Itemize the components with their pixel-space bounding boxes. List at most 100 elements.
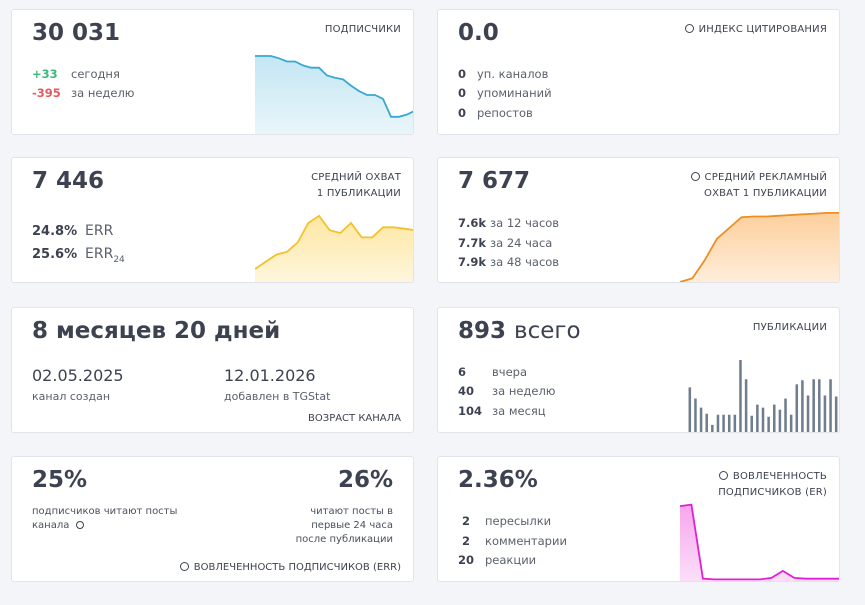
title: 1 ПУБЛИКАЦИИ <box>316 188 401 199</box>
card: 2.36% ВОВЛЕЧЕННОСТЬ ПОДПИСЧИКОВ (ER) 2 пе… <box>437 456 840 582</box>
bar <box>795 384 799 432</box>
value: 7 446 <box>32 168 105 194</box>
stat-num: +33 <box>32 67 58 81</box>
sparkline <box>680 212 839 282</box>
sparkline-area <box>255 215 413 282</box>
bar <box>722 414 725 432</box>
bar <box>739 360 742 432</box>
stat-text: за месяц <box>492 404 546 418</box>
title: СРЕДНИЙ РЕКЛАМНЫЙ <box>704 172 827 183</box>
card-title: ПУБЛИКАЦИИ <box>753 320 827 336</box>
bar <box>733 414 737 432</box>
left-text: подписчиков читают посты канала <box>32 506 178 531</box>
err-label: ERR <box>85 246 114 262</box>
value: 7 677 <box>458 168 531 194</box>
err-sub: 24 <box>113 254 125 265</box>
icon <box>718 471 728 480</box>
stat-text: за 24 часа <box>490 236 553 250</box>
card-title: СРЕДНИЙ РЕКЛАМНЫЙ ОХВАТ 1 ПУБЛИКАЦИИ <box>690 170 827 202</box>
value: 25% <box>32 467 88 493</box>
icon <box>75 521 84 529</box>
sparkline-area <box>255 56 413 134</box>
title: ВОВЛЕЧЕННОСТЬ <box>732 471 827 482</box>
value: 0.0 <box>458 20 499 46</box>
bar <box>750 415 754 432</box>
stat-num: 7.6k <box>458 216 487 230</box>
stat-text: вчера <box>492 365 527 379</box>
stat-text: за 12 часов <box>490 216 560 230</box>
bar <box>823 395 827 432</box>
bar <box>789 414 793 432</box>
card-title: ПОДПИСЧИКИ <box>325 22 401 38</box>
bar <box>688 387 692 432</box>
stat-num: 0 <box>458 106 467 120</box>
sparkline <box>255 55 413 134</box>
date-label: канал создан <box>32 390 111 403</box>
bar <box>716 414 720 432</box>
stat-num: -395 <box>32 86 61 100</box>
sparkline-line <box>255 55 413 118</box>
card: 0.0 ИНДЕКС ЦИТИРОВАНИЯ 0 уп. каналов 0 у… <box>437 9 840 135</box>
bar <box>801 380 804 432</box>
card-title: ИНДЕКС ЦИТИРОВАНИЯ <box>684 22 827 38</box>
card-title: ВОВЛЕЧЕННОСТЬ ПОДПИСЧИКОВ (ER) <box>718 469 827 501</box>
value-num: 893 <box>458 318 507 344</box>
err-num: 25.6% <box>32 247 78 262</box>
stat-num: 0 <box>458 86 467 100</box>
footer-text: ВОВЛЕЧЕННОСТЬ ПОДПИСЧИКОВ (ERR) <box>193 562 401 573</box>
sparkline-area <box>680 212 839 282</box>
stat-text: сегодня <box>71 67 120 81</box>
sparkline-line <box>680 212 839 282</box>
bar <box>761 407 765 432</box>
sparkline-line <box>255 214 413 270</box>
right-text: читают посты в первые 24 часа после публ… <box>295 506 393 545</box>
stat-num: 2 <box>462 534 471 548</box>
bar <box>778 409 782 432</box>
value: 2.36% <box>458 467 538 493</box>
sparkline-line <box>680 503 839 581</box>
text: подписчиков читают посты канала <box>32 505 182 533</box>
stat-text: за неделю <box>71 86 135 100</box>
sparkline <box>680 503 839 581</box>
title: ОХВАТ 1 ПУБЛИКАЦИИ <box>704 188 827 199</box>
bar <box>767 416 770 432</box>
bar <box>711 424 714 432</box>
value: 8 месяцев 20 дней <box>32 318 281 344</box>
sparkline <box>255 214 413 282</box>
stat-text: репостов <box>477 106 533 120</box>
card: 30 031 ПОДПИСЧИКИ +33 сегодня -395 за не… <box>11 9 414 135</box>
date-label: добавлен в TGStat <box>224 390 331 403</box>
stat-text: пересылки <box>485 514 552 528</box>
value: 893 всего <box>458 318 581 344</box>
err-num: 24.8% <box>32 224 78 239</box>
card: 8 месяцев 20 дней 02.05.2025 канал созда… <box>11 307 414 433</box>
stat-text: за 48 часов <box>490 255 560 269</box>
stat-num: 20 <box>458 553 475 567</box>
stat-num: 0 <box>458 67 467 81</box>
stat-text: за неделю <box>492 384 556 398</box>
bar <box>834 396 838 432</box>
stat-text: комментарии <box>485 534 567 548</box>
bar <box>812 379 815 432</box>
sparkline-area <box>680 504 839 581</box>
title: СРЕДНИЙ ОХВАТ <box>311 172 401 183</box>
title: ПОДПИСЧИКИ <box>324 24 401 35</box>
date: 12.01.2026 <box>224 366 316 385</box>
bar <box>818 379 821 432</box>
footer: ВОЗРАСТ КАНАЛА <box>308 413 401 424</box>
card: 7 677 СРЕДНИЙ РЕКЛАМНЫЙ ОХВАТ 1 ПУБЛИКАЦИ… <box>437 157 840 283</box>
stat-num: 7.7k <box>458 236 487 250</box>
bar <box>829 379 832 432</box>
bar <box>806 395 810 432</box>
err-text: ERR24 <box>85 246 125 265</box>
title: ПУБЛИКАЦИИ <box>752 322 827 333</box>
bar <box>727 414 731 432</box>
stat-num: 40 <box>458 384 475 398</box>
sparkline <box>688 360 838 432</box>
bar <box>705 413 708 432</box>
value-unit: всего <box>514 318 581 344</box>
title: ИНДЕКС ЦИТИРОВАНИЯ <box>698 24 827 35</box>
icon <box>690 172 700 181</box>
bar <box>699 407 703 432</box>
